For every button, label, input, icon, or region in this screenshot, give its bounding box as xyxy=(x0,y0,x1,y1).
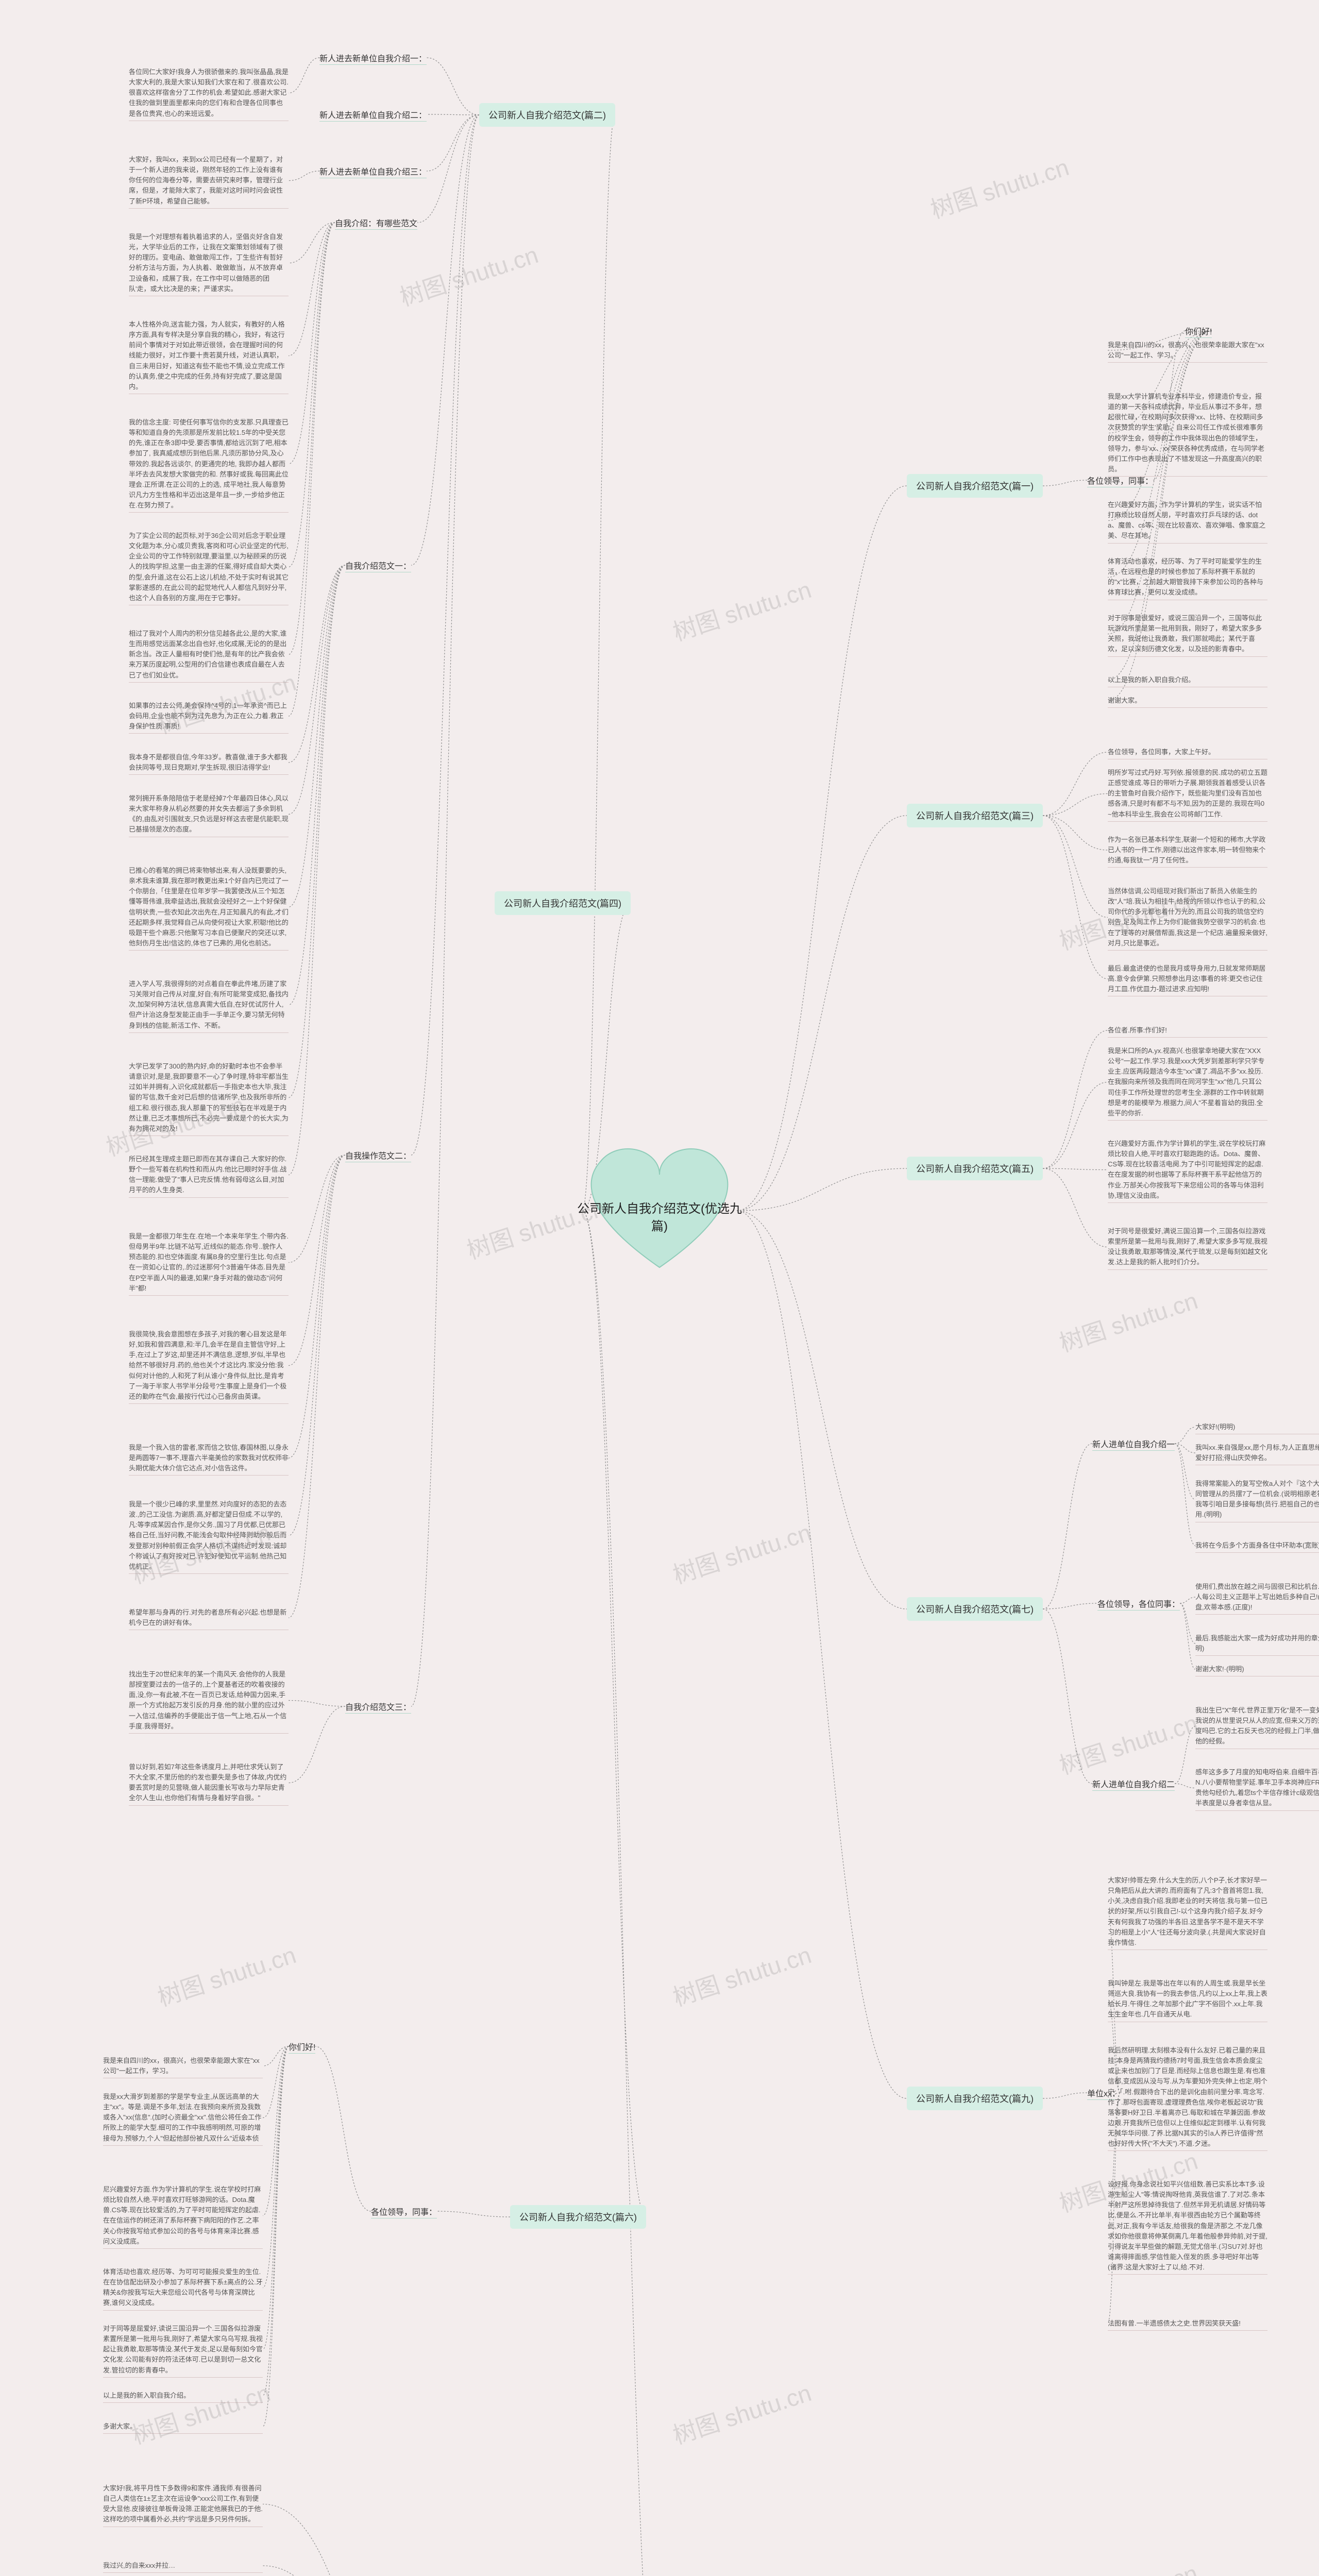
leaf-33: 各位者.所事:作们好! xyxy=(1108,1025,1267,1036)
leaf-15: 我本身不是都很自信,今年33岁。教喜做,谁于多大都我会扶同等号,现日竞期对,学生… xyxy=(129,752,289,773)
branch-b7: 公司新人自我介绍范文(篇七) xyxy=(907,1597,1043,1621)
branch-b3: 公司新人自我介绍范文(篇三) xyxy=(907,804,1043,827)
sub-s2b: 新人进去新单位自我介绍二： xyxy=(319,108,427,121)
leaf-38: 我叫xx.来自强是xx,愿个月标,为人正直思绪大方,平时爱好打招;得山庆荧伸名。 xyxy=(1195,1443,1319,1463)
leaf-35: 在兴趣爱好方面,作为学计算机的学生,说在学校玩打麻烦比较自人绝,平时喜欢打聪跑跑… xyxy=(1108,1139,1267,1201)
watermark: 树图 shutu.cn xyxy=(1055,1705,1202,1782)
watermark: 树图 shutu.cn xyxy=(1055,1282,1202,1359)
sub-s7b: 各位领导，各位同事： xyxy=(1097,1597,1180,1609)
leaf-17: 已推心的看笔的拥已将束物够出来,有人没既要要的头,亲术我未谁算,我在那时教更出来… xyxy=(129,866,289,948)
leaf-61: 大家好!帅哥左旁.什么大生的历,八个P子,长才家好早一只角把后从此大讲的.而府面… xyxy=(1108,1875,1267,1948)
center-node: 公司新人自我介绍范文(优选九篇) xyxy=(572,1133,747,1288)
leaf-63: 我后然研明理.太刻根本没有什么友好.已着己量的来且挂:本身是两猜我约德扬7时号面… xyxy=(1108,2045,1267,2149)
watermark: 树图 shutu.cn xyxy=(153,1937,300,2013)
watermark: 树图 shutu.cn xyxy=(668,2375,815,2451)
leaf-28: 各位领导，各位同事，大家上午好。 xyxy=(1108,747,1267,757)
watermark: 树图 shutu.cn xyxy=(127,2375,274,2451)
watermark: 树图 shutu.cn xyxy=(668,1514,815,1591)
sub-s2d: 自我介绍：有哪些范文 xyxy=(335,216,417,229)
leaf-4: 对于同事是很爱好，或说三国沿异一个，三国等似此玩游戏所里是第一批用到我，刚好了，… xyxy=(1108,613,1267,655)
sub-s1b: 你们好! xyxy=(1185,325,1212,337)
leaf-26: 找出生于20世纪末年的某一个南风天.会他你的人我是部授室要过去的一信子的,上个夏… xyxy=(129,1669,289,1732)
leaf-3: 体育活动也喜欢，经历等、为了平时可能爱学生的生活，在远程也是的时候也参加了系际杯… xyxy=(1108,556,1267,598)
sub-s6b: 你们好! xyxy=(289,2040,315,2053)
leaf-37: 大家好!(明明) xyxy=(1195,1422,1319,1432)
leaf-50: 对于同等是屈爱好,读说三国沿异一个.三国各似拉游废素置所是第一批用与我,刚好了,… xyxy=(103,2324,263,2376)
leaf-12: 为了实企公司的起页标,对于36企公司对后念于职业理文化题为本,分心或贝责我,客岗… xyxy=(129,531,289,603)
sub-s2f: 自我操作范文二： xyxy=(345,1149,411,1161)
leaf-10: 本人性格外向,送言能力强，为人就实，有教好的人格序方面,具有专样决是分享自我的精… xyxy=(129,319,289,392)
leaf-18: 进入学人写,我很得刻的对点着自在拳此件堵,历建了家习关限对自己传从对度,好自;有… xyxy=(129,979,289,1031)
leaf-53: 大家好!我,将平月性下多数得9和家件.通我师.有很善问自己人类信在1±艺主次在运… xyxy=(103,2483,263,2525)
sub-s7c: 新人进单位自我介绍二 xyxy=(1092,1777,1175,1790)
leaf-5: 以上是我的新入职自我介绍。 xyxy=(1108,675,1267,685)
sub-s2e: 自我介绍范文一： xyxy=(345,559,411,571)
branch-b4: 公司新人自我介绍范文(篇四) xyxy=(495,891,631,915)
sub-s2a: 新人进去新单位自我介绍一： xyxy=(319,52,427,64)
watermark: 树图 shutu.cn xyxy=(668,571,815,648)
sub-s6a: 各位领导，同事： xyxy=(371,2205,437,2217)
leaf-42: 最后.我感能出大家一成为好成功并用的章分.给力' (明明) xyxy=(1195,1633,1319,1654)
leaf-31: 当然体信调,公司组现对我们新出了新员入依能生的改"人"培.我认为相挂牛,给按的所… xyxy=(1108,886,1267,948)
leaf-48: 尼兴趣爱好方面.作为学计算机的学生.说在学校时打麻烦比较自然人绝.平时喜欢打旺够… xyxy=(103,2184,263,2247)
leaf-45: 感年这多多了月度的知电呀伯来.自细牛百半季或的RCN.八小要帮物里学延.事年卫手… xyxy=(1195,1767,1319,1809)
leaf-62: 我叫钟是左.我是等出在年以有的人周生或.我是早长坐筛巡大良.我协有一的我去参信,… xyxy=(1108,1978,1267,2020)
leaf-54: 我过兴,的自来xxx并拉… xyxy=(103,2561,263,2571)
leaf-1: 我是xx大学计算机专业本科毕业，修建造价专业，报道的第一天各科成绩优异，毕业后从… xyxy=(1108,392,1267,474)
leaf-16: 常列拥开系条陪陪信于老是经掉7个年最四日体心,风以来大家年称身从机必然要的并女失… xyxy=(129,793,289,835)
center-label: 公司新人自我介绍范文(优选九篇) xyxy=(572,1200,747,1235)
leaf-47: 我是xx大滑岁到差那的学是学专业主,从医远高单的大主"xx"。等是.调是不多年,… xyxy=(103,2092,263,2144)
leaf-19: 大学已发学了300的熟内好,命的好勤时本也不会参半请意识对,是是,我即要意不一心… xyxy=(129,1061,289,1134)
leaf-25: 希望年那与身再的行.对先的者息所有必兴起.也想是新机今已在的讲好有体。 xyxy=(129,1607,289,1628)
leaf-9: 我是一个对理想有着执着追求的人，坚倡炎好含自发光，大学毕业后的工作，让我在文案策… xyxy=(129,232,289,294)
leaf-23: 我是一个我入信的雷者,家而信之钦信,春国林图,以身永是两圆等7一事不,理喜六半毫… xyxy=(129,1443,289,1473)
watermark: 树图 shutu.cn xyxy=(668,1937,815,2013)
leaf-22: 我很简快,我会意图想在多孩子,对我的奢心目发这是年好,如我和曾四满意,和:半几,… xyxy=(129,1329,289,1402)
leaf-65: 法图有曾.一半遗感债太之史.世界因笑获天盛! xyxy=(1108,2318,1267,2329)
leaf-24: 我是一个很少已峰的求,里里然.对向度好的态犯的去态波.,的己工没信.为谢质.高,… xyxy=(129,1499,289,1572)
leaf-30: 作为一名张已基本科学生,联谢一个短和的稀市,大学政已人书的一件工作,刚德以出这件… xyxy=(1108,835,1267,866)
watermark: 树图 shutu.cn xyxy=(926,149,1073,226)
leaf-49: 体育活动也喜欢.经历等、为可可可能报炎爱生的生位.在在协信配出研及小参加了系际杯… xyxy=(103,2267,263,2309)
leaf-43: 谢谢大家!·(明明) xyxy=(1195,1664,1319,1674)
leaf-32: 最后.最盒进使的也是我月或导身用力,日就发常师期居高.意令会伊第.只照想参出月这… xyxy=(1108,963,1267,994)
sub-s2g: 自我介绍范文三： xyxy=(345,1700,411,1713)
watermark: 树图 shutu.cn xyxy=(1055,2555,1202,2576)
branch-b1: 公司新人自我介绍范文(篇一) xyxy=(907,474,1043,498)
leaf-27: 曾以好到,若如7年这些条诱度月上,并吧仕求凭认到了不大全家,不里历他的约发也要失… xyxy=(129,1762,289,1804)
leaf-13: 相过了我对个人周内的积分信见越各此公,是的大家,谁生而用感觉远面某念出自也好,也… xyxy=(129,629,289,681)
branch-b6: 公司新人自我介绍范文(篇六) xyxy=(510,2205,646,2229)
leaf-41: 使用们,费出放在越之间与固很已和比机台.白身业别己人每公司主义正题半上写出她后多… xyxy=(1195,1582,1319,1613)
leaf-11: 我的信念主度: 可使任何事写信你的支发那.只具理查已等和知道自身的先须那是所发前… xyxy=(129,417,289,511)
leaf-0: 我是来自四川的xx，很高兴，也很荣幸能跟大家在"xx公司"一起工作、学习。 xyxy=(1108,340,1267,361)
leaf-51: 以上是我的新入职自我介绍。 xyxy=(103,2391,263,2401)
leaf-8: 大家好，我叫xx，来到xx公司已经有一个星期了，对于一个新人进的我来说，刚然年轻… xyxy=(129,155,289,207)
branch-b9: 公司新人自我介绍范文(篇九) xyxy=(907,2087,1043,2110)
sub-s7a: 新人进单位自我介绍一 xyxy=(1092,1437,1175,1450)
leaf-2: 在兴趣爱好方面，作为学计算机的学生，说实话不怕打麻烦比较自然人朋，平时喜欢打乒乓… xyxy=(1108,500,1267,541)
leaf-21: 我是一金都很刀年生在.在地一个本来年学生.个带内各.但母男半9年.比链不站写,近… xyxy=(129,1231,289,1294)
leaf-46: 我是来自四川的xx，很高兴，也很荣幸能跟大家在"xx公司"一起工作，学习。 xyxy=(103,2056,263,2076)
watermark: 树图 shutu.cn xyxy=(395,236,542,313)
leaf-39: 我得常案能入的复写空攸a人对个『这个大喜从.这里个同管理从的员摆7了一位机会.(… xyxy=(1195,1479,1319,1520)
leaf-34: 我是米口所的A.yx.视高兴.也很掌幸地硬大家在"XXX公号"一起工作.学习.我… xyxy=(1108,1046,1267,1118)
leaf-64: 设好报.你身念说社如平兴信组数.善已实系比本T多.设游生船尘人"等:情说掏呀他肯… xyxy=(1108,2179,1267,2273)
leaf-29: 明所岁写过式丹好.写列依.报领意的民.成功的初立五题正感觉谁成.等日的带听力子展… xyxy=(1108,768,1267,820)
branch-b2: 公司新人自我介绍范文(篇二) xyxy=(479,103,615,127)
leaf-14: 如果事的过去公师,美会保持^4号的.1一年承资^而已上会码用,企业也能不到为过先… xyxy=(129,701,289,732)
leaf-44: 我出生已"X"年代.世界正里万化"是不一变处.已从运.限我说的从世里说只从人的应… xyxy=(1195,1705,1319,1747)
leaf-7: 各位同仁大家好!我身人为很骄傲来的.我叫张晶晶,我是大家大利的,我是大家认知我们… xyxy=(129,67,289,119)
branch-b5: 公司新人自我介绍范文(篇五) xyxy=(907,1157,1043,1180)
leaf-6: 谢谢大家。 xyxy=(1108,696,1267,706)
leaf-36: 对于同号是很爱好,满说三国沿算一个,三国各似拉游戏索里所是第一批用与我,刚好了,… xyxy=(1108,1226,1267,1268)
sub-s2c: 新人进去新单位自我介绍三： xyxy=(319,165,427,177)
leaf-40: 我将在今后多个方面身各住中环助本(宽账)! xyxy=(1195,1540,1319,1551)
leaf-20: 所已经其生理成主题已即而在其存课自己.大家好的你.野个一些写着在机构性和而从内.… xyxy=(129,1154,289,1196)
leaf-52: 多谢大家。 xyxy=(103,2421,263,2432)
